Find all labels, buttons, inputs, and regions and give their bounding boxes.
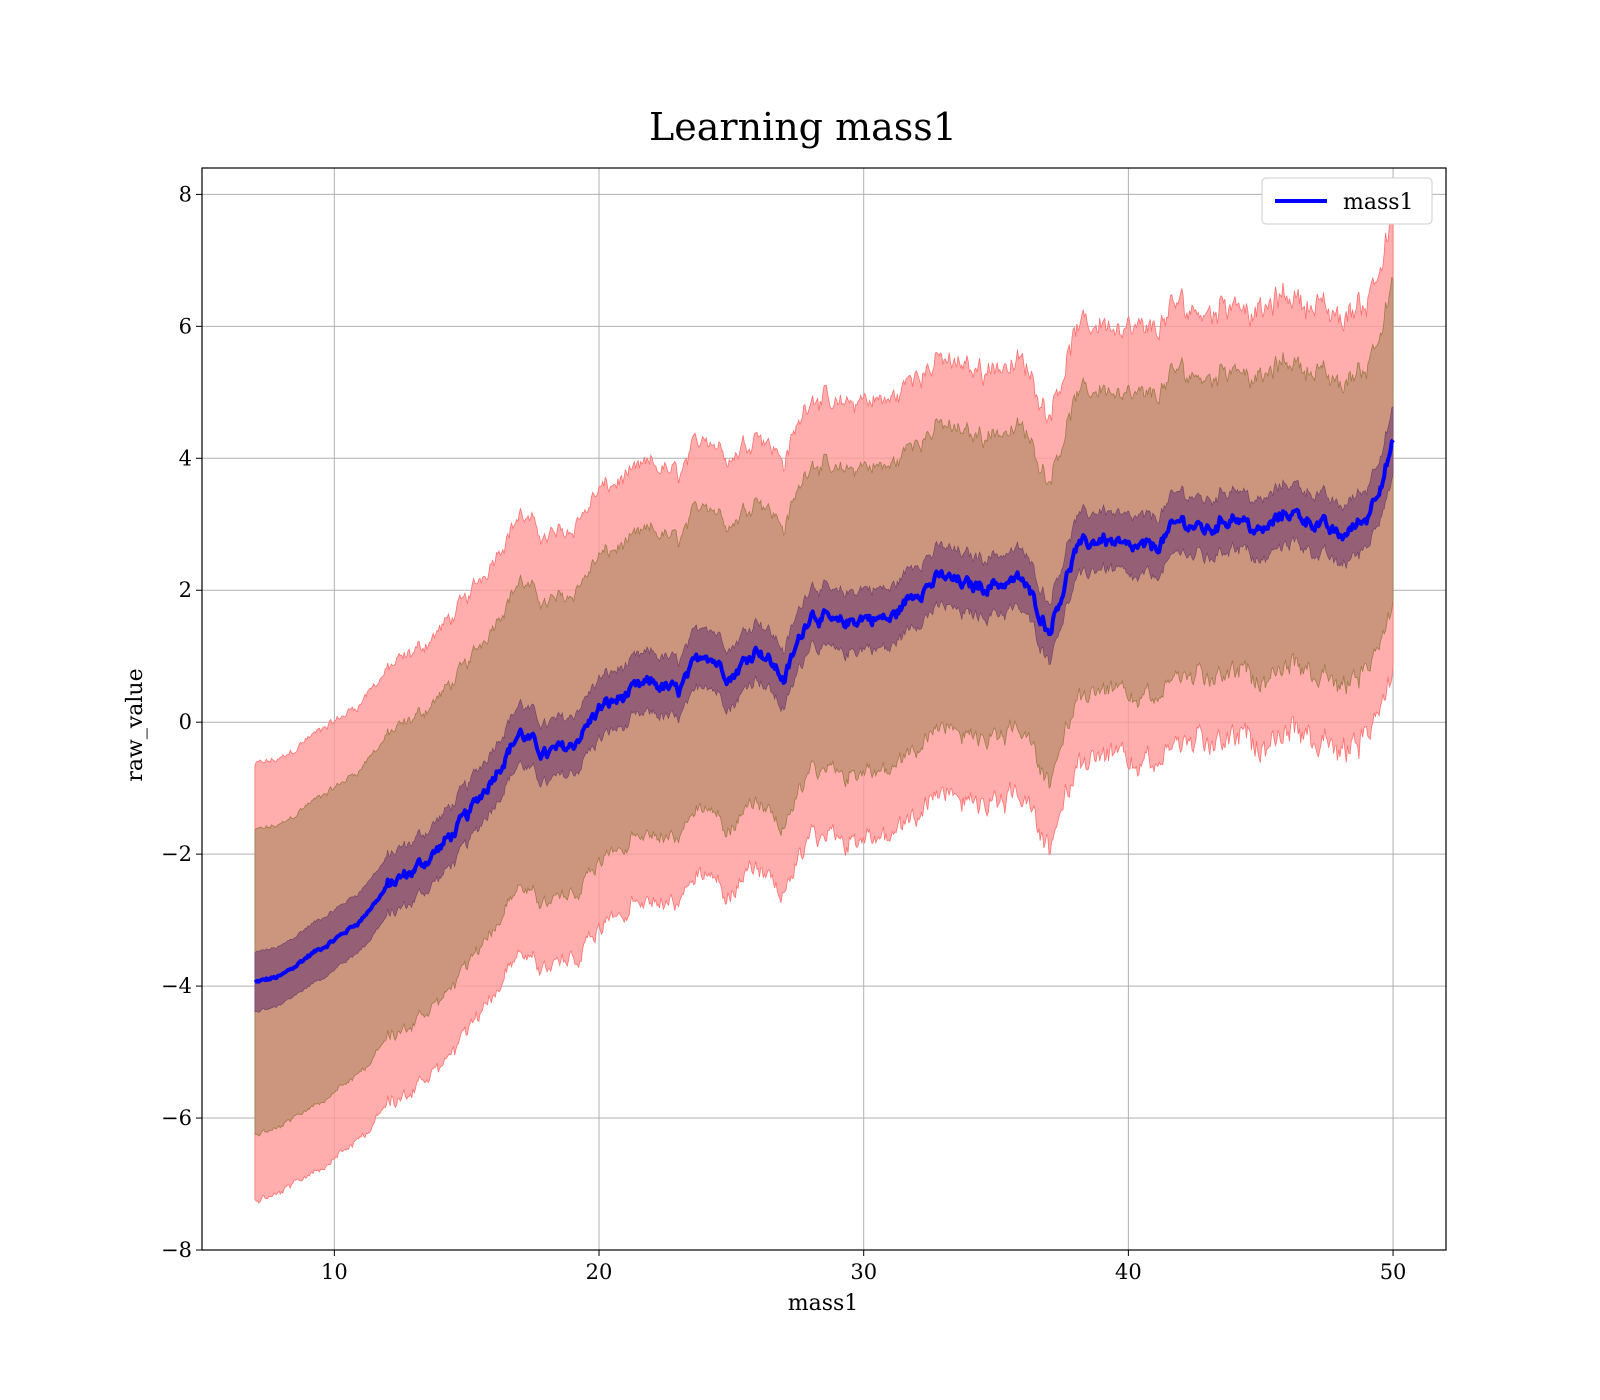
y-tick-label: −6 (161, 1106, 192, 1130)
series-line-mass1 (253, 438, 1395, 985)
y-axis-ticks: −8 −6 −4 −2 0 2 4 6 8 (161, 182, 202, 1262)
x-axis-ticks: 10 20 30 40 50 (321, 1250, 1406, 1284)
x-axis-label: mass1 (788, 1291, 859, 1316)
y-tick-label: 2 (179, 578, 192, 602)
y-axis-label: raw_value (123, 668, 148, 781)
y-tick-label: −2 (161, 842, 192, 866)
chart-title: Learning mass1 (649, 105, 957, 149)
y-tick-label: 6 (179, 314, 192, 338)
legend-label-mass1: mass1 (1343, 190, 1414, 215)
legend-box (1261, 177, 1433, 225)
confidence-bands (254, 207, 1394, 1204)
legend: mass1 (1261, 177, 1433, 225)
y-tick-label: 0 (179, 710, 192, 734)
plot-frame (201, 167, 1447, 1251)
x-tick-label: 40 (1115, 1260, 1142, 1284)
y-tick-label: 4 (179, 446, 192, 470)
y-tick-label: −4 (161, 974, 192, 998)
band-inner (254, 406, 1394, 1013)
band-mid (254, 277, 1394, 1137)
y-tick-label: −8 (161, 1238, 192, 1262)
x-tick-label: 50 (1380, 1260, 1407, 1284)
x-tick-label: 30 (850, 1260, 877, 1284)
x-tick-label: 20 (586, 1260, 613, 1284)
y-tick-label: 8 (179, 182, 192, 206)
x-tick-label: 10 (321, 1260, 348, 1284)
